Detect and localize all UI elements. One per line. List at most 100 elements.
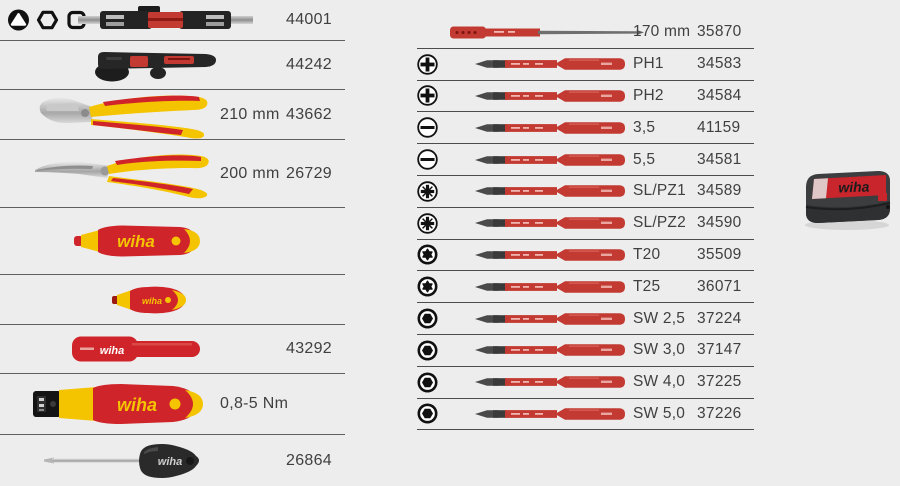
part-number: 34583 <box>697 55 742 73</box>
stubby-handle-image: wiha <box>112 285 192 315</box>
part-number: 36071 <box>697 277 742 295</box>
bent-nose-pliers-image <box>33 148 223 200</box>
part-number: 35509 <box>697 245 742 263</box>
bit-size-label: PH2 <box>633 86 664 104</box>
slim-bit-image <box>475 153 625 166</box>
drive-icon-cell <box>417 340 447 361</box>
bit-image-cell <box>447 24 644 41</box>
bit-row-ph2: PH2 34584 <box>417 81 754 113</box>
bit-row-170-mm: 170 mm 35870 <box>417 17 754 49</box>
bit-image-cell <box>447 153 633 167</box>
drive-icon-cell <box>417 276 447 297</box>
stripping-tool-image <box>92 48 220 82</box>
stubby-screwdriver-image: wiha <box>44 442 208 480</box>
slim-bit-image <box>475 312 625 325</box>
slim-blade-image <box>450 26 644 39</box>
product-row-stubby-screwdriver: wiha 26864 <box>0 435 345 486</box>
slim-bit-image <box>475 90 625 102</box>
drive-icon-cell <box>417 403 447 424</box>
part-number: 41159 <box>697 118 741 136</box>
bit-size-label: 170 mm <box>633 23 691 41</box>
bit-size-label: T20 <box>633 245 661 263</box>
torx-icon <box>417 276 438 297</box>
softfinish-handle-image: wiha <box>74 223 204 259</box>
bit-row-sw-5-0: SW 5,0 37226 <box>417 399 754 431</box>
slim-bit-image <box>475 376 625 388</box>
case-brand-label: wiha <box>838 178 870 195</box>
cable-cutter-image <box>33 91 223 139</box>
left-product-table: 44001 44242 210 mm 43662 200 mm 26729 wiha wiha… <box>0 0 345 486</box>
blade-system-icons <box>7 9 88 32</box>
bit-row-ph1: PH1 34583 <box>417 49 754 81</box>
product-row-stripping-tool: 44242 <box>0 41 345 90</box>
bit-row-t25: T25 36071 <box>417 271 754 304</box>
tool-case-image: wiha <box>798 167 896 233</box>
part-number: 34589 <box>697 182 742 200</box>
bit-size-label: SW 3,0 <box>633 341 686 359</box>
bit-size-label: SW 5,0 <box>633 404 686 422</box>
drive-icon-cell <box>417 53 447 75</box>
bit-row-5-5: 5,5 34581 <box>417 144 754 176</box>
drive-icon-cell <box>417 181 447 202</box>
bit-image-cell <box>447 121 633 135</box>
hex-icon <box>417 372 438 393</box>
part-number: 44001 <box>286 11 332 28</box>
part-number: 34581 <box>697 150 742 168</box>
bit-row-t20: T20 35509 <box>417 240 754 272</box>
part-number: 26729 <box>286 164 332 182</box>
bit-image-cell <box>447 280 633 294</box>
bit-image-cell <box>447 184 633 198</box>
bit-image-cell <box>447 89 633 103</box>
torx-icon <box>417 244 438 265</box>
svg-text:wiha: wiha <box>142 296 162 306</box>
slim-bit-image <box>475 217 625 229</box>
size-label: 210 mm <box>220 105 280 123</box>
bit-image-cell <box>447 216 633 230</box>
part-number: 26864 <box>286 451 332 469</box>
bit-row-sw-2-5: SW 2,5 37224 <box>417 303 754 335</box>
slim-bit-image <box>475 121 625 134</box>
slim-bit-image <box>475 344 625 357</box>
bit-size-label: SL/PZ1 <box>633 182 686 200</box>
part-number: 43662 <box>286 105 332 123</box>
drive-icon-cell <box>417 149 447 170</box>
product-row-bent-nose-pliers: 200 mm 26729 <box>0 140 345 208</box>
torque-sleeve-image: wiha <box>72 335 202 363</box>
part-number: 37224 <box>697 309 742 327</box>
part-number: 37225 <box>697 373 742 391</box>
bit-image-cell <box>447 57 633 71</box>
bit-image-cell <box>447 343 633 357</box>
slim-bit-image <box>475 280 625 293</box>
bit-size-label: SW 4,0 <box>633 373 686 391</box>
slim-bit-image <box>475 249 625 261</box>
drive-icon-cell <box>417 212 447 234</box>
triangle-icon <box>8 9 29 31</box>
hex-icon <box>417 340 438 361</box>
bit-row-sl-pz1: SL/PZ1 34589 <box>417 176 754 208</box>
drive-icon-cell <box>417 85 447 107</box>
pozidriv-slotted-icon <box>417 181 438 202</box>
bit-size-label: SW 2,5 <box>633 309 686 327</box>
bit-row-sl-pz2: SL/PZ2 34590 <box>417 208 754 240</box>
bit-size-label: SL/PZ2 <box>633 214 686 232</box>
part-number: 43292 <box>286 340 332 357</box>
slim-bit-image <box>475 408 625 420</box>
size-label: 200 mm <box>220 164 280 182</box>
bit-size-label: PH1 <box>633 55 664 73</box>
product-row-stubby-handle: wiha <box>0 275 345 325</box>
part-number: 34590 <box>697 214 742 232</box>
drive-icon-cell <box>417 308 447 329</box>
product-row-torque-sleeve: wiha 43292 <box>0 325 345 374</box>
hex-icon <box>417 308 438 329</box>
bit-image-cell <box>447 375 633 389</box>
part-number: 34584 <box>697 86 742 104</box>
product-row-bit-holder-set: 44001 <box>0 0 345 41</box>
torque-handle-image: wiha <box>33 382 207 426</box>
part-number: 37147 <box>697 341 742 359</box>
product-row-softfinish-handle: wiha <box>0 208 345 275</box>
svg-text:wiha: wiha <box>100 345 124 357</box>
bit-size-label: 3,5 <box>633 118 656 136</box>
slotted-icon <box>417 149 438 170</box>
bit-image-cell <box>447 407 633 421</box>
